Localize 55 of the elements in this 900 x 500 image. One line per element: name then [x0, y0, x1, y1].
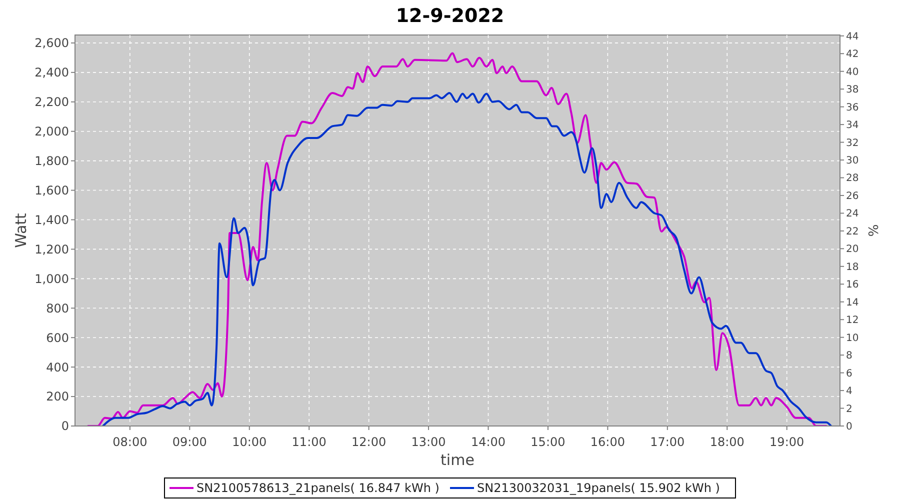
y2-tick-label: 44 [846, 31, 859, 42]
legend-label: SN2130032031_19panels( 15.902 kWh ) [477, 481, 720, 496]
y2-tick-label: 30 [846, 156, 859, 167]
y2-tick-label: 28 [846, 173, 859, 184]
y2-tick-label: 14 [846, 297, 859, 308]
y2-tick-label: 38 [846, 84, 859, 96]
y-axis-title: Watt [12, 212, 30, 248]
y2-tick-label: 2 [846, 404, 852, 415]
y2-tick-label: 32 [846, 138, 859, 149]
y2-tick-label: 12 [846, 315, 859, 326]
y2-tick-label: 26 [846, 190, 859, 202]
y2-tick-label: 18 [846, 262, 859, 273]
y-tick-label: 800 [46, 301, 69, 316]
x-tick-label: 11:00 [292, 435, 326, 449]
y-tick-label: 200 [46, 390, 69, 404]
y-tick-label: 1,000 [34, 272, 69, 286]
y2-tick-label: 0 [846, 422, 852, 432]
x-axis-title: time [440, 451, 474, 469]
x-tick-label: 16:00 [590, 435, 625, 449]
y-tick-label: 2,600 [34, 36, 69, 50]
y2-tick-label: 34 [846, 120, 859, 132]
y2-tick-label: 20 [846, 244, 859, 256]
y2-tick-label: 36 [846, 102, 859, 114]
y2-tick-label: 40 [846, 66, 859, 78]
chart-title: 12-9-2022 [396, 5, 504, 27]
x-tick-label: 08:00 [112, 435, 148, 449]
y-tick-label: 0 [61, 419, 69, 434]
x-tick-label: 15:00 [530, 435, 566, 449]
x-tick-label: 19:00 [770, 435, 804, 449]
y-tick-label: 2,400 [34, 66, 69, 80]
y2-tick-label: 42 [846, 49, 859, 60]
x-tick-label: 14:00 [470, 435, 506, 449]
x-tick-label: 09:00 [172, 435, 207, 449]
y-tick-label: 2,200 [34, 95, 69, 110]
y2-tick-label: 16 [846, 280, 859, 291]
y-tick-label: 600 [46, 330, 69, 345]
y2-tick-label: 8 [846, 350, 852, 362]
y-tick-label: 2,000 [34, 124, 69, 139]
x-tick-label: 17:00 [650, 435, 685, 449]
y2-tick-label: 6 [846, 368, 852, 380]
x-tick-label: 10:00 [232, 435, 267, 449]
x-tick-label: 18:00 [710, 435, 744, 449]
y2-tick-label: 10 [846, 332, 859, 344]
y2-tick-label: 22 [846, 226, 859, 238]
y-tick-label: 1,600 [34, 183, 69, 198]
y2-axis-title: % [867, 224, 882, 237]
y-tick-label: 1,400 [34, 212, 69, 227]
y2-tick-label: 4 [846, 386, 852, 398]
y-tick-label: 400 [46, 360, 69, 374]
x-tick-label: 13:00 [411, 435, 446, 449]
legend-label: SN2100578613_21panels( 16.847 kWh ) [196, 481, 440, 496]
y2-tick-label: 24 [846, 208, 859, 220]
x-tick-label: 12:00 [352, 435, 386, 449]
y-tick-label: 1,200 [34, 242, 69, 256]
y-tick-label: 1,800 [34, 154, 69, 168]
